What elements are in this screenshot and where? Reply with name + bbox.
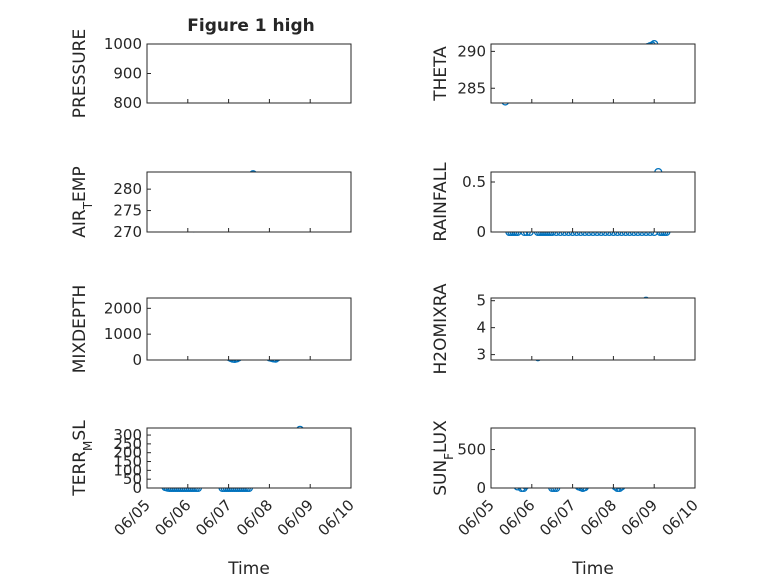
x-tick-label: 06/06 [495,496,538,539]
axes-frame [490,171,696,233]
y-tick-label: 3 [476,346,486,364]
x-tick-label: 06/05 [111,496,154,539]
subplot-3: 0 0.5 RAINFALL [431,162,696,242]
subplot-4: 0 1000 2000 MIXDEPTH [70,285,352,374]
y-tick-label: 270 [113,223,142,241]
y-tick-label: 800 [113,94,142,112]
y-tick-label: 200 [113,444,142,462]
x-tick-label: 06/08 [577,496,620,539]
y-axis-label: H2OMIXRA [431,283,451,374]
axes-frame [490,427,696,489]
y-tick-label: 150 [113,453,142,471]
y-tick-label: 500 [457,441,486,459]
x-axis-label: Time [571,559,614,579]
subplot-0: 800 900 1000 PRESSURE [70,29,352,118]
y-tick-label: 1000 [104,325,142,343]
y-tick-label: 280 [113,180,142,198]
y-axis-label: RAINFALL [431,162,451,242]
x-tick-label: 06/07 [192,496,235,539]
y-tick-label: 0.5 [462,173,486,191]
x-tick-label: 06/09 [274,496,317,539]
y-tick-label: 100 [113,461,142,479]
y-tick-label: 250 [113,435,142,453]
y-tick-label: 5 [476,292,486,310]
x-tick-label: 06/05 [455,496,498,539]
y-tick-label: 285 [457,79,486,97]
y-tick-label: 0 [476,479,486,497]
x-tick-label: 06/06 [151,496,194,539]
x-tick-label: 06/07 [536,496,579,539]
y-axis-label: PRESSURE [70,29,90,118]
y-tick-label: 275 [113,202,142,220]
y-axis-label: TERRMSL [70,420,95,497]
subplot-2: 270 275 280 AIRTEMP [70,166,352,241]
x-tick-label: 06/09 [618,496,661,539]
axes-frame [146,427,352,489]
axes-frame [490,297,696,361]
y-tick-label: 900 [113,65,142,83]
y-axis-label: MIXDEPTH [70,285,90,374]
subplot-1: 285 290 THETA [431,39,696,106]
x-tick-label: 06/10 [659,496,702,539]
y-axis-label: SUNFLUX [431,420,456,496]
y-axis-label: AIRTEMP [70,166,95,237]
y-tick-label: 1000 [104,35,142,53]
y-tick-label: 290 [457,42,486,60]
figure-title: Figure 1 high [187,16,315,36]
y-tick-label: 2000 [104,299,142,317]
y-tick-label: 0 [476,223,486,241]
y-tick-label: 300 [113,426,142,444]
axes-frame [146,43,352,104]
y-tick-label: 50 [123,470,142,488]
x-tick-label: 06/10 [315,496,358,539]
axes-frame [146,297,352,361]
y-tick-label: 4 [476,319,486,337]
y-axis-label: THETA [431,46,451,102]
axes-frame [146,171,352,233]
subplot-7: 0 500SUNFLUX06/0506/0606/0706/0806/0906/1… [431,420,702,579]
y-tick-label: 0 [132,479,142,497]
subplot-5: 3 4 5 H2OMIXRA [431,283,696,375]
axes-frame [490,43,696,104]
y-tick-label: 0 [132,351,142,369]
x-tick-label: 06/08 [233,496,276,539]
x-axis-label: Time [227,559,270,579]
